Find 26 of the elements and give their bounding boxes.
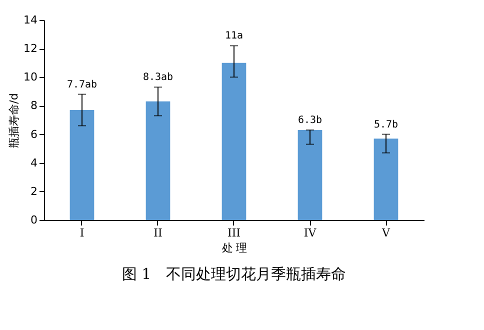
x-tick-label: I (80, 226, 84, 240)
y-axis-title: 瓶插寿命/d (8, 93, 21, 148)
data-label: 5.7b (374, 119, 398, 130)
y-tick-label: 4 (30, 156, 38, 170)
y-tick-label: 0 (30, 214, 38, 226)
data-label: 8.3ab (142, 72, 174, 84)
y-tick-label: 12 (24, 42, 38, 56)
bar (374, 138, 398, 220)
bar (70, 110, 94, 220)
x-tick-label: V (381, 226, 392, 240)
data-label: 6.3b (298, 115, 322, 126)
text: 图 1 不同处理切花月季瓶插寿命 (122, 265, 346, 283)
x-tick-label: III (227, 226, 241, 240)
y-tick-label: 6 (30, 128, 38, 141)
x-axis-title: 处 理 (222, 242, 248, 254)
y-tick-label: 14 (24, 14, 38, 26)
x-tick-label: IV (304, 226, 318, 240)
data-label: 7.7ab (66, 79, 98, 90)
bar (222, 62, 246, 220)
bar (146, 101, 170, 220)
data-label: 11a (224, 30, 244, 42)
y-tick-label: 8 (30, 99, 38, 112)
bar (298, 130, 322, 220)
y-tick-label: 2 (30, 184, 38, 198)
x-tick-label: II (154, 226, 162, 240)
y-tick-label: 10 (24, 70, 38, 84)
